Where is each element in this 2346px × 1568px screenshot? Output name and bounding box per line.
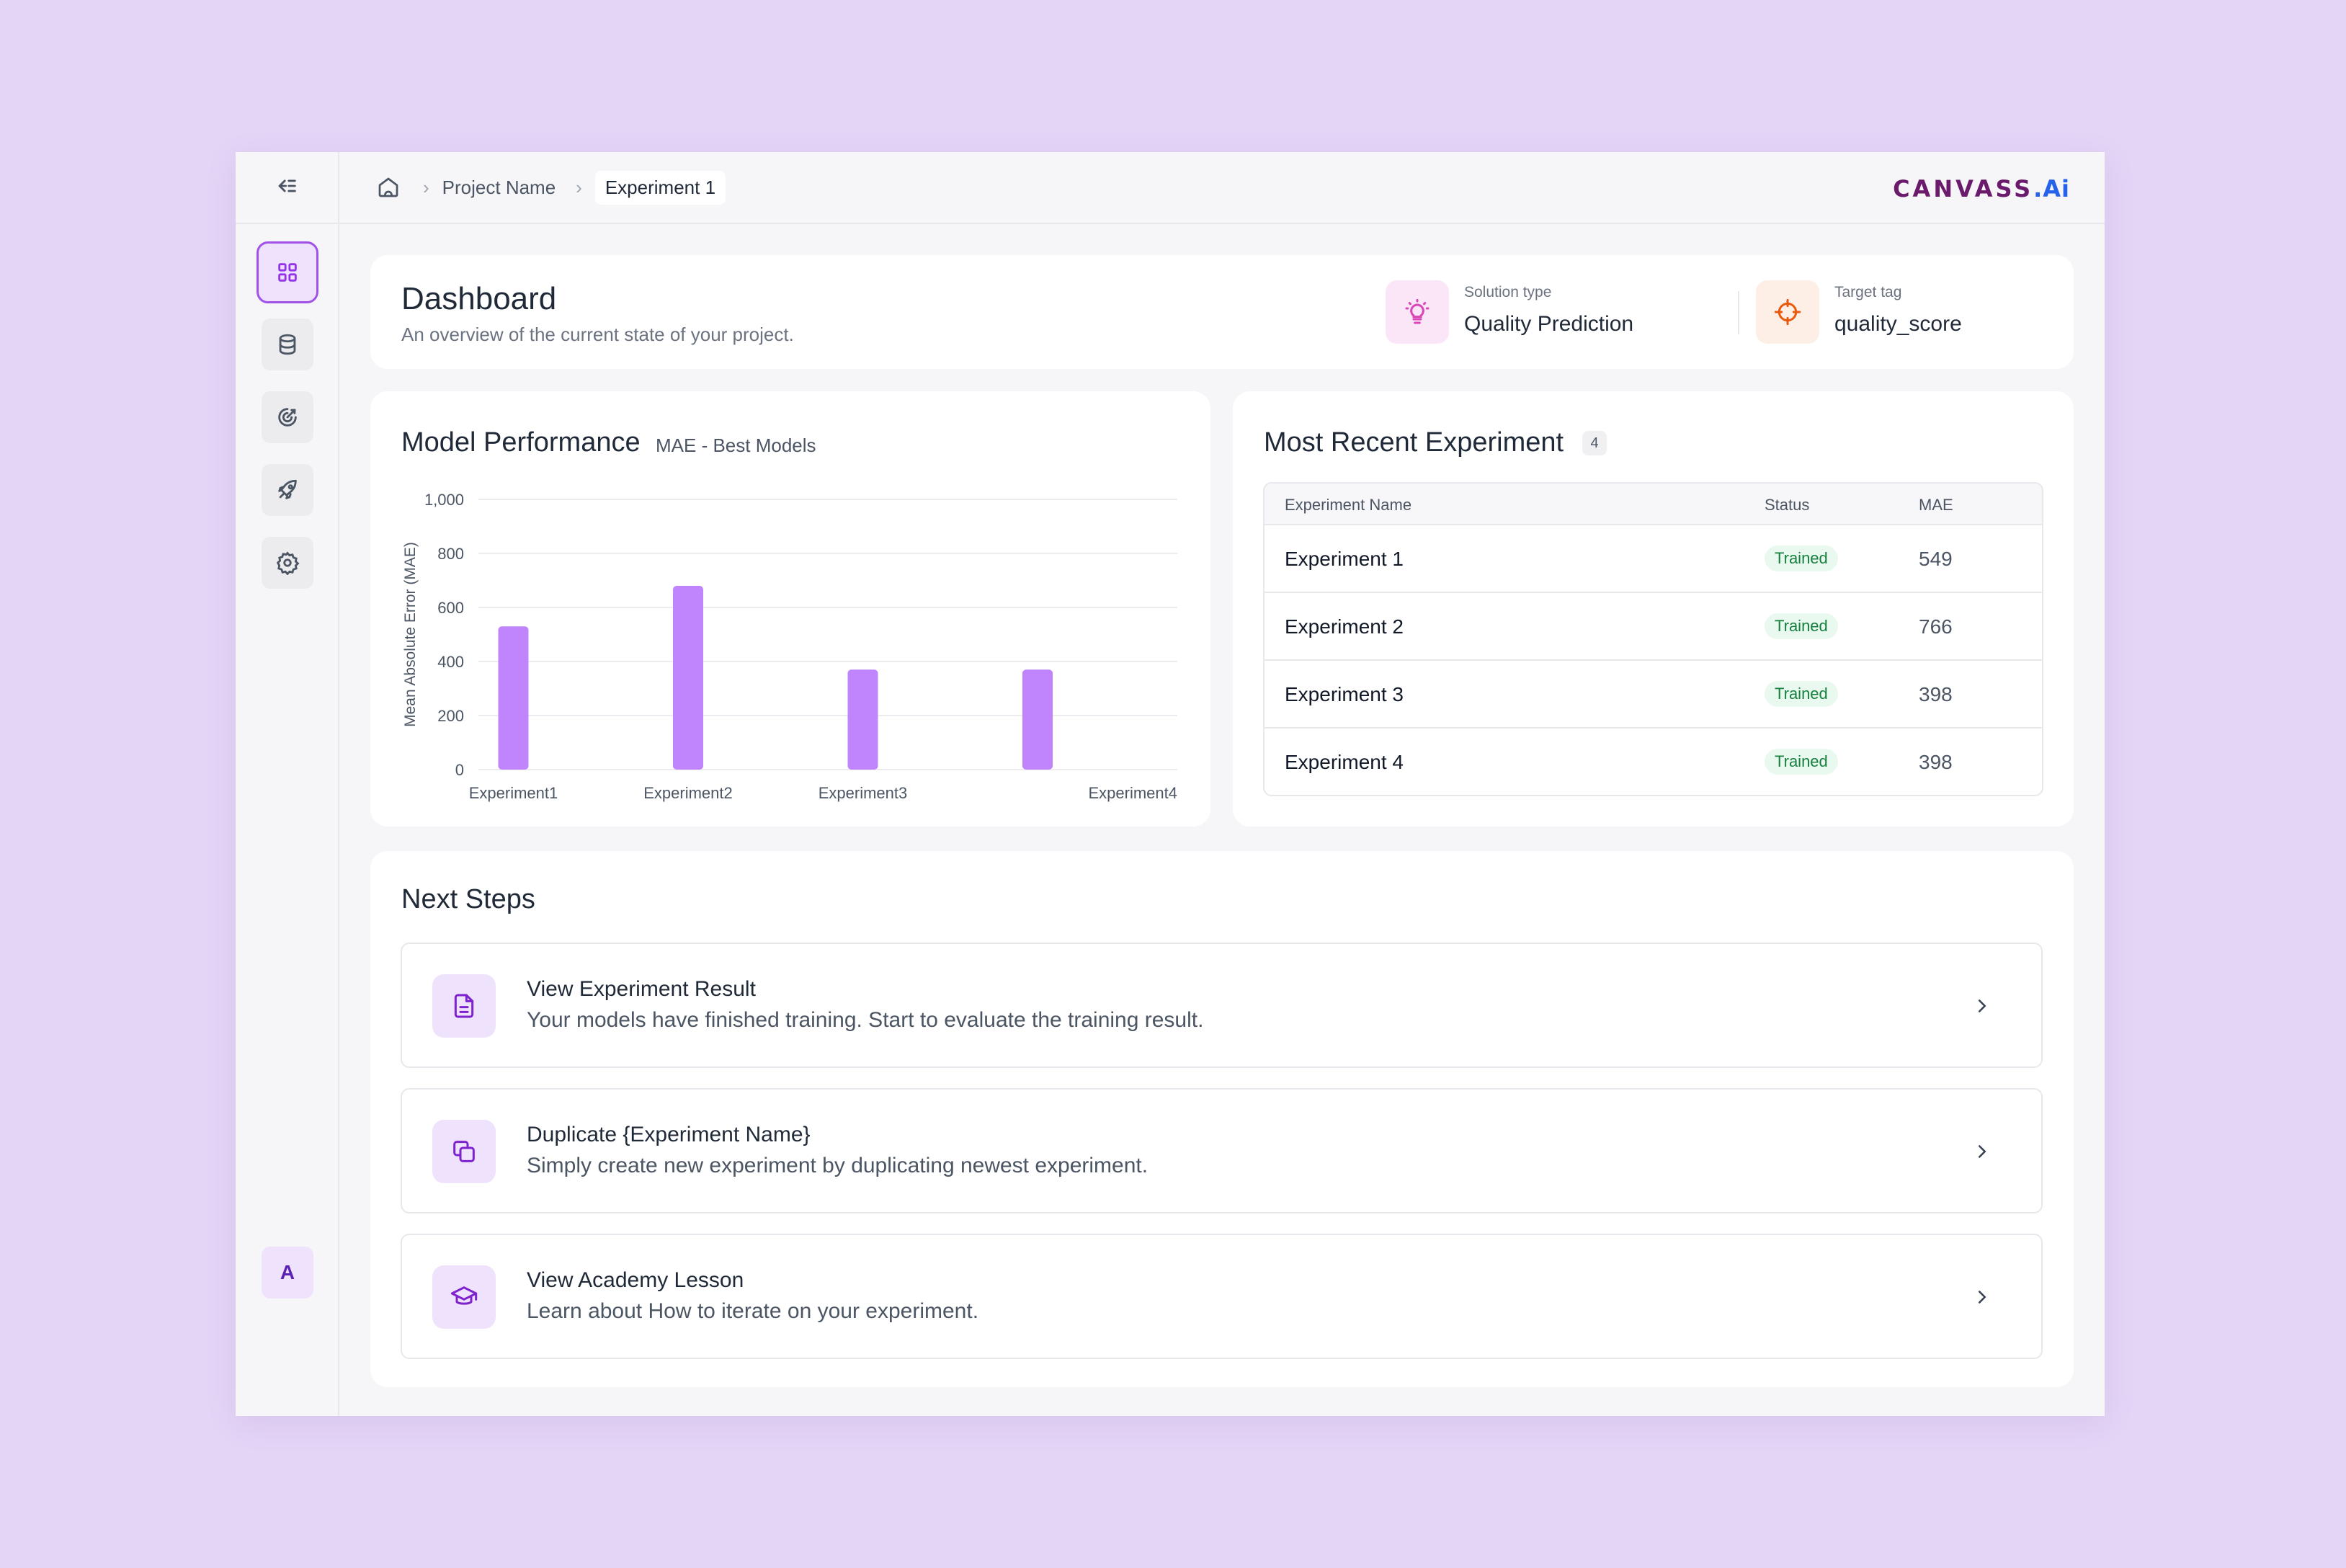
- document-icon: [432, 974, 496, 1038]
- x-tick-label: Experiment2: [643, 784, 733, 802]
- chevron-right-icon: ›: [576, 176, 582, 198]
- breadcrumb-experiment[interactable]: Experiment 1: [594, 170, 726, 205]
- target-icon: [278, 408, 297, 427]
- table-row[interactable]: Experiment 2 Trained 766: [1265, 593, 2042, 661]
- mae-value: 549: [1919, 548, 1953, 570]
- bar: [847, 669, 878, 770]
- table-row[interactable]: Experiment 1 Trained 549: [1265, 525, 2042, 593]
- y-tick-label: 200: [437, 707, 464, 725]
- experiment-table: Experiment Name Status MAE Experiment 1 …: [1263, 482, 2043, 796]
- step-view-experiment-result[interactable]: View Experiment Result Your models have …: [401, 943, 2043, 1068]
- status-badge: Trained: [1765, 545, 1838, 571]
- sidebar-item-data[interactable]: [262, 318, 313, 370]
- target-tag-value: quality_score: [1834, 312, 1962, 336]
- chevron-right-icon: [1968, 992, 1997, 1020]
- experiment-name: Experiment 4: [1285, 751, 1404, 773]
- mae-value: 398: [1919, 751, 1953, 773]
- table-row[interactable]: Experiment 3 Trained 398: [1265, 661, 2042, 729]
- y-tick-label: 400: [437, 653, 464, 671]
- database-icon: [279, 334, 296, 355]
- sidebar-header: [236, 152, 338, 224]
- sidebar-item-experiments[interactable]: [262, 391, 313, 443]
- status-badge: Trained: [1765, 613, 1838, 639]
- bar: [673, 586, 703, 770]
- sidebar-item-settings[interactable]: [262, 537, 313, 589]
- target-tag-label: Target tag: [1834, 284, 1902, 300]
- table-row[interactable]: Experiment 4 Trained 398: [1265, 729, 2042, 795]
- x-tick-label: Experiment4: [1088, 784, 1177, 802]
- collapse-sidebar-icon[interactable]: [275, 174, 299, 202]
- step-title: View Academy Lesson: [527, 1268, 744, 1292]
- top-bar: › Project Name › Experiment 1 CANVASS.Ai: [339, 152, 2105, 224]
- sidebar: A: [236, 152, 339, 1416]
- x-tick-label: Experiment1: [469, 784, 558, 802]
- dashboard-header-card: Dashboard An overview of the current sta…: [370, 255, 2074, 369]
- grid-icon: [278, 263, 297, 282]
- y-tick-label: 1,000: [424, 491, 464, 509]
- column-header-name: Experiment Name: [1285, 496, 1412, 514]
- y-tick-label: 0: [455, 761, 464, 779]
- experiment-name: Experiment 2: [1285, 615, 1404, 638]
- count-badge: 4: [1582, 431, 1607, 455]
- mae-value: 766: [1919, 615, 1953, 638]
- gear-icon: [276, 551, 300, 575]
- graduation-cap-icon: [432, 1265, 496, 1329]
- copy-icon: [432, 1120, 496, 1183]
- solution-type-label: Solution type: [1464, 284, 1552, 300]
- step-description: Learn about How to iterate on your exper…: [527, 1299, 979, 1323]
- lightbulb-icon: [1386, 280, 1449, 344]
- crosshair-icon: [1756, 280, 1819, 344]
- page-subtitle: An overview of the current state of your…: [401, 324, 794, 345]
- status-badge: Trained: [1765, 749, 1838, 775]
- model-performance-card: Model Performance MAE - Best Models 0 200…: [370, 391, 1210, 827]
- solution-type-value: Quality Prediction: [1464, 312, 1634, 336]
- recent-experiment-card: Most Recent Experiment 4 Experiment Name…: [1233, 391, 2074, 827]
- status-badge: Trained: [1765, 681, 1838, 707]
- mae-bar-chart: 0 200 400 600 800 1,000 Mean Absolute Error (M…: [402, 491, 1177, 802]
- chevron-right-icon: ›: [423, 176, 429, 198]
- step-description: Simply create new experiment by duplicat…: [527, 1154, 1149, 1177]
- next-steps-card: Next Steps View Experiment Result Your m…: [370, 851, 2074, 1387]
- y-tick-label: 800: [437, 545, 464, 563]
- app-window: A › Project Name › Experiment 1 CANVASS.…: [236, 152, 2105, 1416]
- column-header-status: Status: [1765, 496, 1810, 514]
- user-avatar[interactable]: A: [262, 1247, 313, 1298]
- y-tick-label: 600: [437, 599, 464, 617]
- mae-value: 398: [1919, 683, 1953, 705]
- table-header: Experiment Name Status MAE: [1265, 484, 2042, 525]
- step-title: Duplicate {Experiment Name}: [527, 1123, 811, 1146]
- chevron-right-icon: [1968, 1283, 1997, 1311]
- x-tick-label: Experiment3: [819, 784, 908, 802]
- divider: [1738, 291, 1739, 334]
- experiment-name: Experiment 1: [1285, 548, 1404, 570]
- model-performance-subtitle: MAE - Best Models: [656, 435, 816, 456]
- sidebar-item-dashboard[interactable]: [257, 241, 318, 303]
- recent-experiment-title: Most Recent Experiment: [1264, 427, 1564, 458]
- step-duplicate-experiment[interactable]: Duplicate {Experiment Name} Simply creat…: [401, 1088, 2043, 1213]
- step-description: Your models have finished training. Star…: [527, 1008, 1204, 1032]
- column-header-mae: MAE: [1919, 496, 1953, 514]
- y-axis-title: Mean Absolute Error (MAE): [402, 542, 419, 727]
- canvass-logo: CANVASS.Ai: [1893, 175, 2070, 202]
- step-view-academy-lesson[interactable]: View Academy Lesson Learn about How to i…: [401, 1234, 2043, 1359]
- page-title: Dashboard: [401, 281, 557, 316]
- step-title: View Experiment Result: [527, 977, 756, 1001]
- chevron-right-icon: [1968, 1137, 1997, 1166]
- rocket-icon: [278, 479, 297, 499]
- bar: [498, 626, 529, 770]
- next-steps-title: Next Steps: [401, 884, 535, 914]
- sidebar-item-deploy[interactable]: [262, 464, 313, 516]
- home-icon[interactable]: [374, 173, 403, 202]
- model-performance-title: Model Performance: [401, 427, 641, 458]
- breadcrumb-project[interactable]: Project Name: [442, 176, 556, 198]
- experiment-name: Experiment 3: [1285, 683, 1404, 705]
- bar: [1022, 669, 1053, 770]
